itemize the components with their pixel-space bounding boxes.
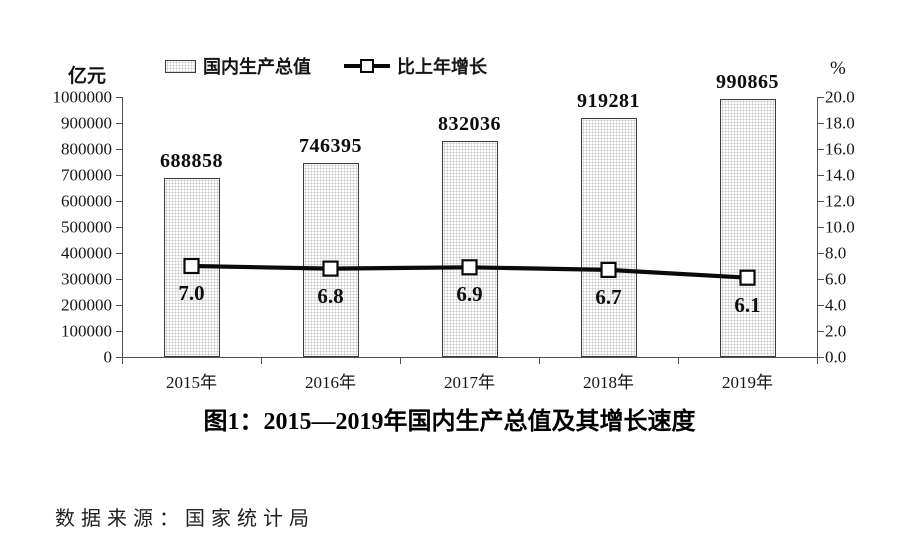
x-axis-category-label: 2017年 [444,373,495,392]
growth-value-label: 6.7 [595,285,622,309]
left-axis-tick-label: 200000 [61,295,112,315]
gdp-bar [719,99,776,357]
right-axis-tick-label: 2.0 [825,321,847,341]
left-axis-tick-label: 100000 [61,321,112,341]
left-axis-tick [116,97,122,98]
left-axis-tick-label: 700000 [61,165,112,185]
chart-title: 图1：2015—2019年国内生产总值及其增长速度 [203,409,696,435]
line-swatch-icon [344,59,390,73]
right-axis-tick-label: 16.0 [825,139,855,159]
growth-value-label: 6.8 [317,284,344,308]
gdp-bar [302,163,359,357]
right-axis-tick [818,175,824,176]
right-axis-tick-label: 8.0 [825,243,847,263]
left-axis-tick [116,175,122,176]
bar-value-label: 990865 [716,71,779,93]
gdp-bar [580,118,637,357]
growth-value-label: 6.9 [456,282,483,306]
bar-value-label: 832036 [438,113,501,135]
right-axis-tick [818,227,824,228]
legend-item-growth: 比上年增长 [344,53,487,79]
x-axis-tick [539,358,540,364]
line-marker [322,260,339,277]
line-marker [183,257,200,275]
left-axis-tick [116,149,122,150]
x-axis-tick [261,358,262,364]
right-axis-tick-label: 6.0 [825,269,847,289]
legend-label-gdp: 国内生产总值 [203,57,311,77]
bar-value-label: 919281 [577,90,640,112]
x-axis [122,357,818,358]
right-axis-tick [818,149,824,150]
bar-swatch-icon [165,59,196,73]
gdp-bar [441,141,498,357]
right-axis-tick [818,305,824,306]
bar-value-label: 688858 [160,150,223,172]
left-axis-tick-label: 500000 [61,217,112,237]
left-axis-tick-label: 800000 [61,139,112,159]
x-axis-tick [678,358,679,364]
right-axis-tick-label: 10.0 [825,217,855,237]
left-axis-tick [116,227,122,228]
left-axis-tick-label: 300000 [61,269,112,289]
left-axis-tick-label: 1000000 [52,87,113,107]
x-axis-tick [817,358,818,364]
x-axis-tick [400,358,401,364]
right-axis-unit-label: % [830,58,846,79]
left-axis-tick [116,305,122,306]
left-axis-tick [116,357,122,358]
left-axis-unit-label: 亿元 [68,66,107,87]
right-axis-tick-label: 12.0 [825,191,855,211]
growth-value-label: 7.0 [178,281,205,305]
left-axis-tick [116,279,122,280]
data-source-note: 数据来源：国家统计局 [55,508,315,530]
right-axis-tick [818,123,824,124]
x-axis-category-label: 2016年 [305,373,356,392]
right-axis-tick [818,201,824,202]
line-marker [461,259,478,276]
right-axis-tick-label: 20.0 [825,87,855,107]
growth-value-label: 6.1 [734,293,761,317]
right-axis-tick-label: 0.0 [825,347,847,367]
right-y-axis [817,97,818,357]
x-axis-category-label: 2015年 [166,373,217,392]
right-axis-tick [818,97,824,98]
left-axis-tick [116,123,122,124]
right-axis-tick-label: 4.0 [825,295,847,315]
x-axis-category-label: 2019年 [722,373,773,392]
bar-value-label: 746395 [299,135,362,157]
left-axis-tick-label: 900000 [61,113,112,133]
left-axis-tick [116,331,122,332]
right-axis-tick [818,357,824,358]
right-axis-tick-label: 18.0 [825,113,855,133]
legend-label-growth: 比上年增长 [397,57,487,77]
right-axis-tick [818,279,824,280]
left-axis-tick-label: 400000 [61,243,112,263]
left-axis-tick-label: 600000 [61,191,112,211]
x-axis-tick [122,358,123,364]
left-y-axis [122,97,123,357]
right-axis-tick [818,253,824,254]
line-marker [600,261,617,278]
x-axis-category-label: 2018年 [583,373,634,392]
right-axis-tick-label: 14.0 [825,165,855,185]
line-marker [739,269,756,286]
right-axis-tick [818,331,824,332]
left-axis-tick [116,201,122,202]
left-axis-tick [116,253,122,254]
left-axis-tick-label: 0 [103,347,113,367]
legend-item-gdp: 国内生产总值 [165,53,311,79]
